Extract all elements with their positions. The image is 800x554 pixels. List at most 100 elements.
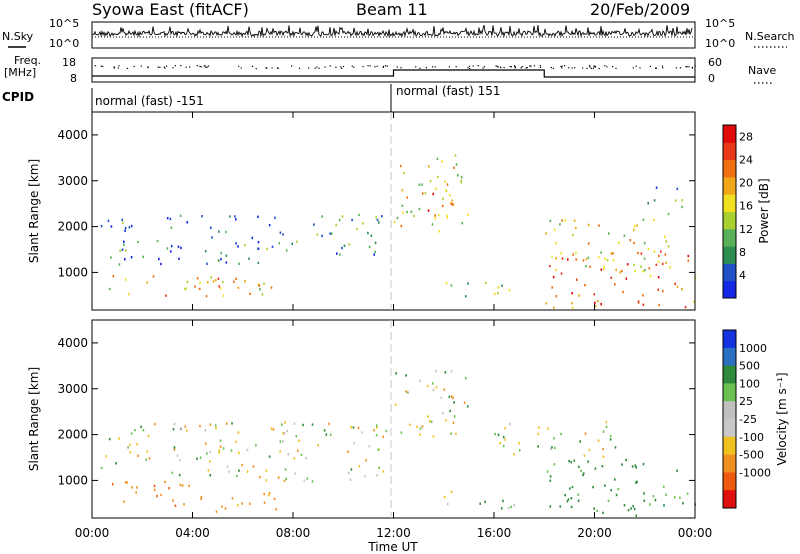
y-tick-label: 2000 bbox=[57, 220, 88, 234]
velocity-cell bbox=[357, 426, 360, 430]
nave-dot bbox=[180, 65, 182, 67]
power-cell bbox=[274, 216, 276, 219]
power-cell bbox=[575, 278, 578, 281]
power-cell bbox=[244, 280, 246, 283]
velocity-cell bbox=[140, 425, 142, 429]
nave-dot bbox=[240, 67, 242, 69]
velocity-cell bbox=[484, 500, 486, 504]
date-title: 20/Feb/2009 bbox=[590, 0, 690, 19]
nave-dot bbox=[635, 65, 637, 67]
power-cell bbox=[367, 231, 369, 235]
nave-dot bbox=[529, 65, 531, 67]
nave-dot bbox=[469, 67, 471, 70]
power-cell bbox=[110, 256, 112, 259]
velocity-cell bbox=[207, 469, 210, 472]
power-cell bbox=[127, 293, 130, 296]
power-cell bbox=[653, 250, 656, 253]
power-cell bbox=[321, 234, 323, 238]
power-cell bbox=[194, 285, 196, 288]
velocity-cell bbox=[268, 492, 271, 495]
power-cell bbox=[204, 250, 207, 253]
velocity-cell bbox=[605, 420, 608, 424]
y-tick-label: 4000 bbox=[57, 128, 88, 142]
velocity-colorbar-tick: 25 bbox=[739, 395, 753, 408]
velocity-cell bbox=[587, 460, 589, 463]
velocity-cell bbox=[546, 470, 549, 473]
power-colorbar-tick: 16 bbox=[739, 200, 753, 213]
power-cell bbox=[642, 218, 645, 221]
nave-dot bbox=[675, 67, 677, 69]
power-cell bbox=[279, 231, 282, 234]
power-cell bbox=[612, 259, 615, 262]
power-cell bbox=[653, 218, 655, 222]
velocity-cell bbox=[426, 384, 429, 388]
velocity-cell bbox=[549, 479, 552, 482]
velocity-cell bbox=[237, 431, 240, 434]
power-cell bbox=[186, 280, 189, 284]
power-colorbar-swatch bbox=[723, 228, 736, 247]
power-cell bbox=[235, 277, 237, 280]
power-cell bbox=[602, 267, 605, 271]
power-cell bbox=[329, 232, 331, 235]
power-cell bbox=[158, 257, 160, 261]
power-cell bbox=[615, 268, 617, 272]
power-cell bbox=[555, 295, 558, 298]
power-cell bbox=[218, 230, 220, 233]
power-cell bbox=[642, 303, 645, 306]
velocity-cell bbox=[218, 451, 220, 454]
power-cell bbox=[108, 287, 111, 291]
x-tick-label: 16:00 bbox=[477, 526, 512, 540]
velocity-cell bbox=[375, 434, 378, 437]
velocity-cell bbox=[311, 423, 314, 426]
power-cell bbox=[261, 293, 264, 296]
power-cell bbox=[446, 216, 449, 219]
velocity-cell bbox=[504, 427, 506, 430]
nave-dot bbox=[552, 67, 554, 69]
power-cell bbox=[196, 277, 199, 280]
power-cell bbox=[661, 262, 664, 266]
power-cell bbox=[446, 183, 449, 186]
nave-dot bbox=[126, 67, 128, 69]
velocity-cell bbox=[442, 412, 444, 415]
power-cell bbox=[571, 301, 573, 305]
power-cell bbox=[501, 284, 503, 287]
velocity-cell bbox=[238, 469, 240, 472]
power-cell bbox=[225, 261, 228, 264]
power-cell bbox=[444, 180, 446, 183]
power-cell bbox=[660, 250, 662, 253]
power-cell bbox=[123, 240, 125, 243]
power-cell bbox=[221, 280, 224, 284]
power-cell bbox=[637, 300, 640, 303]
velocity-cell bbox=[156, 494, 158, 498]
power-cell bbox=[436, 157, 439, 161]
freq-panel-frame bbox=[91, 57, 696, 83]
velocity-cell bbox=[509, 422, 511, 426]
velocity-cell bbox=[494, 432, 496, 436]
velocity-cell bbox=[277, 476, 280, 479]
power-cell bbox=[313, 223, 315, 226]
velocity-cell bbox=[178, 473, 181, 477]
power-cell bbox=[441, 204, 444, 208]
power-colorbar-swatch bbox=[723, 142, 736, 161]
power-cell bbox=[259, 288, 261, 291]
freq-label-line2: [MHz] bbox=[4, 66, 36, 79]
velocity-cell bbox=[518, 449, 521, 452]
velocity-cell bbox=[311, 480, 314, 483]
nave-dot bbox=[525, 67, 527, 69]
velocity-cell bbox=[537, 445, 539, 448]
x-tick-label: 00:00 bbox=[75, 526, 110, 540]
power-cell bbox=[207, 281, 209, 284]
velocity-cell bbox=[353, 441, 355, 445]
velocity-cell bbox=[566, 500, 569, 503]
nave-dot bbox=[497, 66, 499, 68]
velocity-colorbar-swatch bbox=[723, 330, 736, 349]
nave-dot bbox=[102, 65, 104, 68]
power-cell bbox=[358, 213, 360, 217]
power-cell bbox=[467, 282, 469, 285]
power-cell bbox=[249, 292, 251, 295]
velocity-cell bbox=[284, 468, 287, 471]
velocity-cell bbox=[395, 372, 397, 375]
power-colorbar-tick: 20 bbox=[739, 177, 753, 190]
nave-dot bbox=[118, 65, 120, 67]
power-cell bbox=[571, 306, 574, 309]
